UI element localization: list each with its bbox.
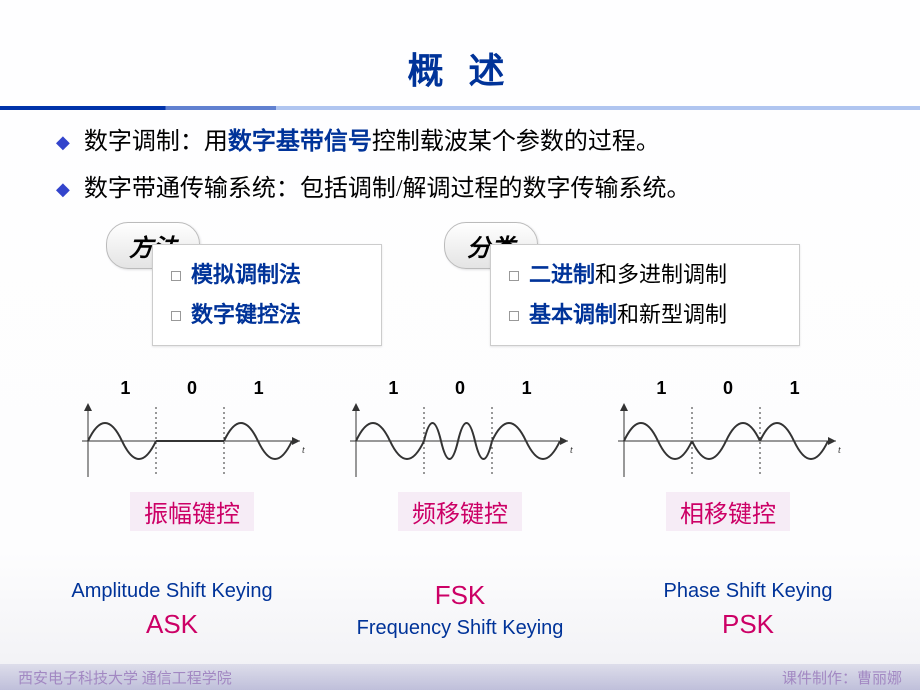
psk-en-abbr: PSK <box>608 609 888 640</box>
svg-text:t: t <box>570 445 573 456</box>
svg-text:t: t <box>302 445 305 456</box>
psk-en-cell: Phase Shift Keying PSK <box>608 580 888 640</box>
svg-text:t: t <box>838 445 841 456</box>
content-area: ◆ 数字调制：用数字基带信号控制载波某个参数的过程。 ◆ 数字带通传输系统：包括… <box>0 110 920 362</box>
fsk-en-abbr: FSK <box>320 580 600 611</box>
bit: 1 <box>388 378 398 399</box>
bit: 0 <box>723 378 733 399</box>
bullet1-hl: 数字基带信号 <box>228 129 372 155</box>
box2-item1-hl: 二进制 <box>529 262 595 287</box>
bit: 1 <box>254 378 264 399</box>
box1-item2: 数字键控法 <box>191 302 301 327</box>
box2-item2-plain: 和新型调制 <box>617 302 727 327</box>
fsk-cn-label: 频移键控 <box>398 492 522 531</box>
box2-item1-plain: 和多进制调制 <box>595 262 727 287</box>
footer-left: 西安电子科技大学 通信工程学院 <box>18 667 232 688</box>
bit: 0 <box>455 378 465 399</box>
ask-cell: 1 0 1 t 振幅键控 <box>62 378 322 531</box>
psk-wave: t <box>612 401 844 481</box>
fsk-wave: t <box>344 401 576 481</box>
fsk-cell: 1 0 1 t 频移键控 <box>330 378 590 531</box>
boxes-row: 方法 模拟调制法 数字键控法 分类 二进制和多进制调制 基本调制和新型调制 <box>56 222 872 362</box>
diamond-icon: ◆ <box>56 124 70 157</box>
ask-cn-label: 振幅键控 <box>130 492 254 531</box>
bit: 0 <box>187 378 197 399</box>
psk-cell: 1 0 1 t 相移键控 <box>598 378 858 531</box>
square-icon <box>509 271 519 281</box>
bullet2-text: 数字带通传输系统：包括调制/解调过程的数字传输系统。 <box>84 171 691 208</box>
fsk-en-long: Frequency Shift Keying <box>320 617 600 640</box>
box2-item2-hl: 基本调制 <box>529 302 617 327</box>
ask-en-abbr: ASK <box>32 609 312 640</box>
bit: 1 <box>790 378 800 399</box>
psk-en-long: Phase Shift Keying <box>608 580 888 603</box>
bit: 1 <box>522 378 532 399</box>
page-title: 概 述 <box>0 0 920 94</box>
psk-cn-label: 相移键控 <box>666 492 790 531</box>
footer-right: 课件制作：曹丽娜 <box>782 667 902 688</box>
footer: 西安电子科技大学 通信工程学院 课件制作：曹丽娜 <box>0 664 920 690</box>
bullet-2: ◆ 数字带通传输系统：包括调制/解调过程的数字传输系统。 <box>56 171 872 208</box>
ask-wave: t <box>76 401 308 481</box>
bullet1-pre: 数字调制：用 <box>84 129 228 155</box>
bit: 1 <box>120 378 130 399</box>
box1-item1: 模拟调制法 <box>191 262 301 287</box>
ask-en-long: Amplitude Shift Keying <box>32 580 312 603</box>
fsk-bits: 1 0 1 <box>360 378 560 399</box>
ask-en-cell: Amplitude Shift Keying ASK <box>32 580 312 640</box>
ask-bits: 1 0 1 <box>92 378 292 399</box>
bullet-1: ◆ 数字调制：用数字基带信号控制载波某个参数的过程。 <box>56 124 872 161</box>
diamond-icon: ◆ <box>56 171 70 204</box>
bit: 1 <box>656 378 666 399</box>
diagrams-row: 1 0 1 t 振幅键控 1 0 1 t <box>0 378 920 531</box>
box-category: 二进制和多进制调制 基本调制和新型调制 <box>490 244 800 345</box>
square-icon <box>171 311 181 321</box>
fsk-en-cell: FSK Frequency Shift Keying <box>320 580 600 640</box>
square-icon <box>509 311 519 321</box>
square-icon <box>171 271 181 281</box>
bullet1-post: 控制载波某个参数的过程。 <box>372 129 660 155</box>
box-method: 模拟调制法 数字键控法 <box>152 244 382 345</box>
psk-bits: 1 0 1 <box>628 378 828 399</box>
english-row: Amplitude Shift Keying ASK FSK Frequency… <box>0 580 920 640</box>
